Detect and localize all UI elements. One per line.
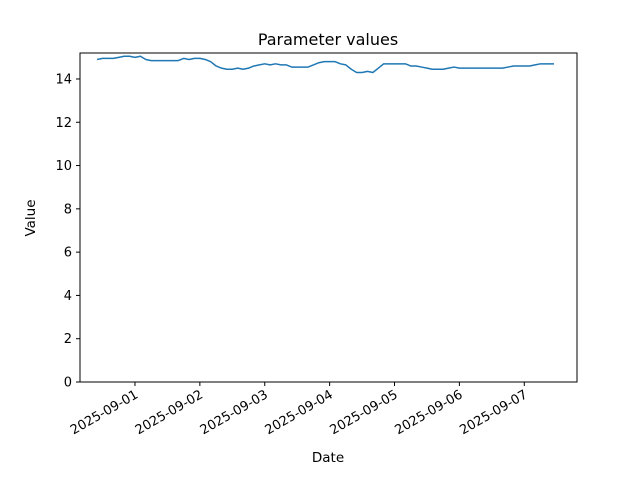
chart-title: Parameter values <box>258 30 398 49</box>
y-tick-label: 10 <box>55 159 72 174</box>
y-tick-label: 0 <box>64 376 72 391</box>
y-tick-label: 8 <box>64 202 72 217</box>
y-tick-label: 6 <box>64 246 72 261</box>
y-tick-label: 12 <box>55 116 72 131</box>
data-series-line <box>96 55 555 74</box>
plot-border <box>79 52 578 383</box>
y-tick-label: 2 <box>64 332 72 347</box>
y-tick-label: 14 <box>55 72 72 87</box>
y-tick-label: 4 <box>64 289 72 304</box>
y-axis-label: Value <box>23 199 39 236</box>
x-axis-label: Date <box>312 450 344 466</box>
data-series <box>96 55 555 74</box>
